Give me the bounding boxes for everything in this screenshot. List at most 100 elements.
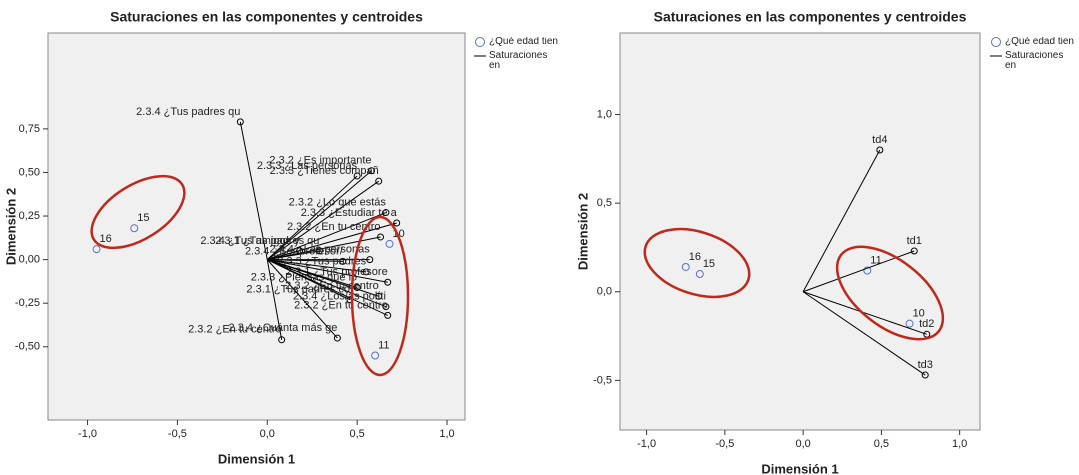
centroid-point <box>92 245 101 254</box>
loading-label: 2.3.1 ¿Tus padres qu <box>215 235 319 247</box>
y-tick-label: -0,25 <box>15 297 40 309</box>
loading-label: td2 <box>919 318 934 330</box>
plot: Saturaciones en las componentes y centro… <box>3 9 486 466</box>
x-tick-label: 0,5 <box>350 428 365 440</box>
loading-vector <box>267 259 388 283</box>
centroid-label: 16 <box>100 233 112 245</box>
y-tick-label: 0,5 <box>597 197 612 209</box>
loading-vector <box>266 259 338 339</box>
chart-title: Saturaciones en las componentes y centro… <box>654 9 967 25</box>
loading-vector <box>267 259 379 297</box>
legend-swatch <box>991 37 1001 47</box>
loading-vector <box>266 170 372 261</box>
centroid-label: 11 <box>870 254 881 266</box>
loading-vector <box>267 250 320 261</box>
loading-label: 2.3.2 ¿En tu centro <box>188 324 282 336</box>
loading-label: 2.3.4 ¿Tus padres qu <box>136 106 240 118</box>
legend-label: ¿Qué edad tien <box>489 37 558 47</box>
x-tick-label: -0,5 <box>715 438 734 450</box>
centroid-point <box>681 262 690 271</box>
loading-label: 2.3.4 ¿Ser profesor/ <box>245 245 344 257</box>
centroid-point <box>371 351 380 360</box>
y-axis-title: Dimensión 2 <box>575 193 590 270</box>
y-tick-label: 0,0 <box>597 286 612 298</box>
centroid-label: 11 <box>378 339 389 351</box>
centroid-label: 15 <box>137 212 149 224</box>
loading-label: 2.3.2 ¿Es importante <box>269 155 371 167</box>
loading-vector <box>267 212 387 261</box>
loading-point <box>876 146 884 154</box>
loading-label: 2.3.3 ¿Tus padres <box>277 256 366 268</box>
loading-label: td4 <box>872 134 887 146</box>
loading-point <box>315 247 323 255</box>
loading-label: 2.3.4 ¿Tus amigos y <box>200 235 300 247</box>
loading-point <box>921 371 929 379</box>
loading-point <box>910 247 918 255</box>
centroid-point <box>905 319 914 328</box>
x-tick-label: -1,0 <box>78 428 97 440</box>
loading-vector <box>267 259 388 316</box>
y-tick-label: 0,75 <box>19 123 40 135</box>
loading-label: 2.3.3 ¿Estudiar te a <box>301 207 398 219</box>
loading-point <box>353 284 361 292</box>
x-tick-label: 0,0 <box>260 428 275 440</box>
loading-label: 2.3.2 ¿En tu centro <box>294 299 388 311</box>
loading-label: 2.3.4 ¿Los/as políti <box>293 291 386 303</box>
legend-label: Saturaciones en componentes <box>1005 51 1065 71</box>
y-tick-label: 1,0 <box>597 108 612 120</box>
centroid-point <box>130 224 139 233</box>
loading-vector <box>802 149 881 292</box>
centroid-point <box>695 270 704 279</box>
loading-vector <box>266 180 380 261</box>
legend-label: Saturaciones en componentes <box>489 51 549 71</box>
plot: Saturaciones en las componentes y centro… <box>575 9 1002 475</box>
loading-label: 2.3.3 ¿Tienes compañ <box>270 165 379 177</box>
x-axis-title: Dimensión 1 <box>218 451 295 466</box>
loading-label: td3 <box>918 359 933 371</box>
loading-point <box>333 334 341 342</box>
loading-label: 2.3.2 ¿Lo que estás <box>289 196 387 208</box>
legend-label: ¿Qué edad tien <box>1005 37 1074 47</box>
loading-label: td1 <box>907 235 922 247</box>
loading-point <box>384 311 392 319</box>
centroid-point <box>385 239 394 248</box>
loading-point <box>366 256 374 264</box>
loading-label: 2.3.4 ¿Las personas <box>269 244 370 256</box>
loading-point <box>362 268 370 276</box>
loading-vector <box>266 175 358 260</box>
centroid-label: 16 <box>689 251 701 263</box>
loading-vector <box>267 259 367 273</box>
loading-point <box>393 219 401 227</box>
y-axis-title: Dimensión 2 <box>3 188 18 265</box>
x-tick-label: -1,0 <box>637 438 656 450</box>
loading-label: 2.3.1 ¿Tus profesore <box>286 266 388 278</box>
loading-vector <box>267 259 387 308</box>
loading-point <box>368 167 376 175</box>
loading-label: 2.3.2 ¿En tu centro <box>287 221 381 233</box>
loading-point <box>375 177 383 185</box>
legend-swatch <box>475 37 485 47</box>
loading-point <box>384 278 392 286</box>
chart-title: Saturaciones en las componentes y centro… <box>110 9 423 25</box>
loading-vector <box>266 259 283 340</box>
x-axis-title: Dimensión 1 <box>761 461 838 475</box>
x-tick-label: -0,5 <box>168 428 187 440</box>
x-tick-label: 1,0 <box>439 428 454 440</box>
loading-point <box>377 233 385 241</box>
loading-label: 2.3.3 ¿Las personas <box>257 160 358 172</box>
loading-point <box>382 303 390 311</box>
loading-vector <box>267 259 343 262</box>
annotation-ellipse <box>350 215 410 377</box>
loading-vector <box>267 250 300 261</box>
loading-point <box>375 292 383 300</box>
centroid-label: 15 <box>703 258 715 270</box>
loading-vector <box>267 236 381 261</box>
loading-label: 2.3.4 ¿Cuánta más ge <box>229 322 338 334</box>
plot-area <box>619 32 981 431</box>
loading-vector <box>239 121 268 260</box>
loading-point <box>236 118 244 126</box>
loading-label: 2.3.2 ¿En tu centro <box>285 280 379 292</box>
x-tick-label: 0,0 <box>795 438 810 450</box>
